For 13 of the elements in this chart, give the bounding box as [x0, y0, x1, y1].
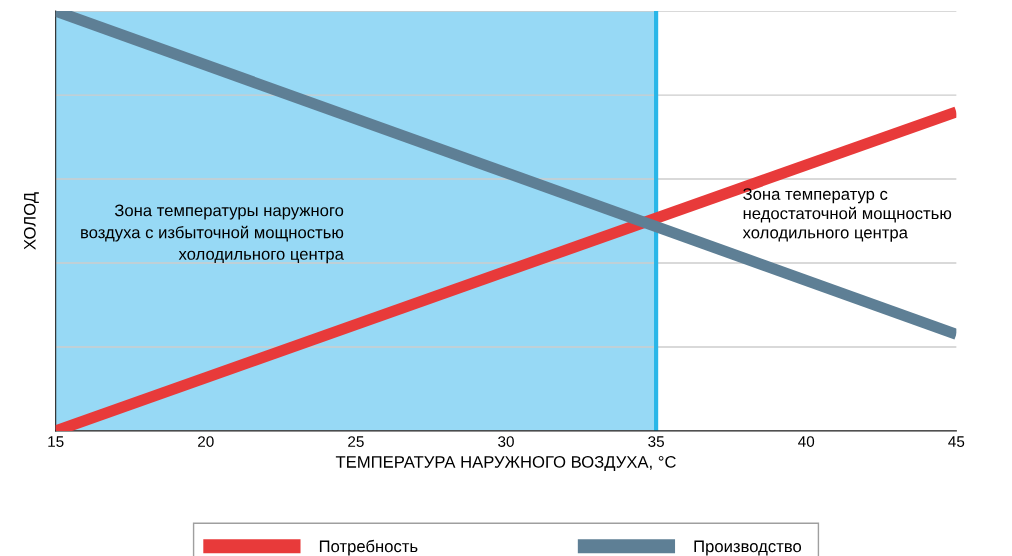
- y-axis-title: ХОЛОД: [23, 192, 39, 250]
- x-tick-label: 45: [948, 436, 965, 447]
- x-tick-label: 15: [48, 436, 64, 447]
- x-tick-label: 35: [648, 436, 664, 447]
- x-tick-label: 40: [798, 436, 815, 447]
- x-tick-label: 30: [498, 436, 514, 447]
- legend-label: Производство: [694, 540, 802, 556]
- x-axis-title: ТЕМПЕРАТУРА НАРУЖНОГО ВОЗДУХА, °C: [335, 456, 676, 471]
- legend-label: Потребность: [319, 539, 418, 556]
- x-tick-label: 25: [348, 436, 364, 447]
- x-tick-label: 20: [198, 436, 214, 447]
- annotation: Зона температур с недостаточной мощностью холодильного центра: [742, 188, 952, 242]
- annotation: Зона температуры наружного воздуха с избыточной мощностью холодильного центра: [81, 204, 344, 264]
